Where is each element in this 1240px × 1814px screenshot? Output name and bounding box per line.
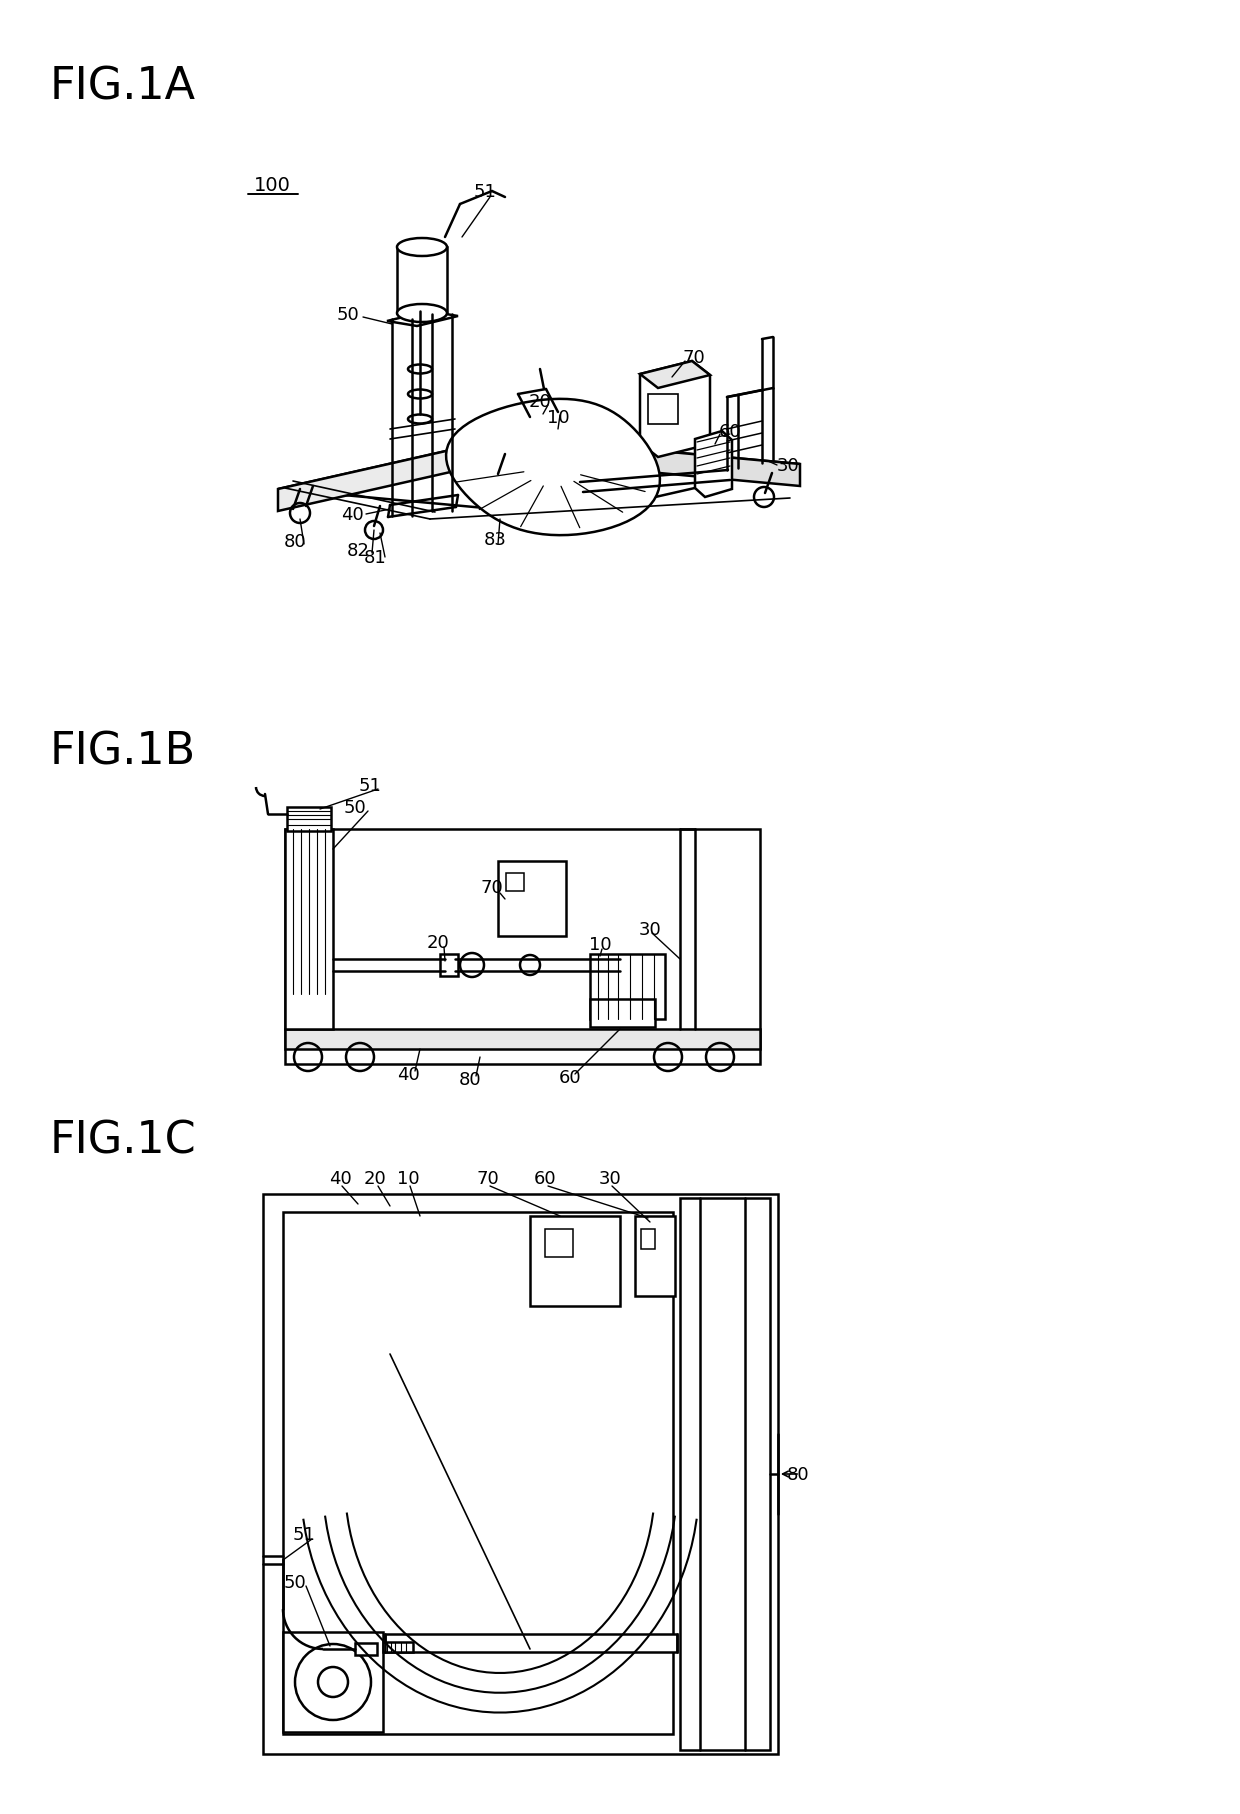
Text: 80: 80 bbox=[787, 1466, 810, 1484]
Polygon shape bbox=[694, 432, 732, 497]
Bar bbox=[355, 1643, 377, 1654]
Bar bbox=[383, 1642, 413, 1653]
Text: 80: 80 bbox=[459, 1070, 481, 1088]
Text: 10: 10 bbox=[397, 1170, 419, 1188]
Text: 51: 51 bbox=[358, 776, 382, 795]
Polygon shape bbox=[446, 399, 660, 535]
Text: FIG.1B: FIG.1B bbox=[50, 729, 196, 773]
Text: 50: 50 bbox=[343, 798, 366, 816]
Text: 60: 60 bbox=[533, 1170, 557, 1188]
Text: 80: 80 bbox=[284, 533, 306, 551]
Text: 82: 82 bbox=[346, 542, 370, 561]
Text: 51: 51 bbox=[293, 1526, 315, 1544]
Polygon shape bbox=[640, 361, 711, 457]
Bar bbox=[285, 829, 760, 1065]
Text: 70: 70 bbox=[481, 878, 503, 896]
Text: 10: 10 bbox=[547, 408, 569, 426]
Text: 40: 40 bbox=[341, 506, 363, 524]
Ellipse shape bbox=[397, 239, 446, 258]
Bar bbox=[384, 1634, 677, 1653]
Text: 30: 30 bbox=[639, 920, 661, 938]
Bar bbox=[641, 1230, 655, 1250]
Text: 60: 60 bbox=[559, 1068, 582, 1087]
Bar bbox=[285, 829, 334, 1029]
Polygon shape bbox=[640, 361, 711, 388]
Bar bbox=[635, 1217, 675, 1297]
Text: 10: 10 bbox=[589, 936, 611, 954]
Text: 40: 40 bbox=[329, 1170, 351, 1188]
Text: FIG.1A: FIG.1A bbox=[50, 65, 196, 109]
Bar bbox=[263, 1194, 777, 1754]
Bar bbox=[649, 395, 678, 424]
Text: 70: 70 bbox=[476, 1170, 500, 1188]
Text: 70: 70 bbox=[683, 348, 706, 366]
Polygon shape bbox=[278, 437, 800, 517]
Text: 83: 83 bbox=[484, 532, 506, 548]
Polygon shape bbox=[387, 312, 458, 327]
Text: 60: 60 bbox=[719, 423, 742, 441]
Text: 50: 50 bbox=[336, 307, 360, 325]
Bar bbox=[286, 807, 331, 831]
Bar bbox=[498, 862, 565, 936]
Polygon shape bbox=[508, 437, 800, 486]
Text: FIG.1C: FIG.1C bbox=[50, 1119, 197, 1163]
Text: 81: 81 bbox=[363, 548, 387, 566]
Text: 20: 20 bbox=[528, 394, 552, 410]
Text: 30: 30 bbox=[599, 1170, 621, 1188]
Bar bbox=[546, 1230, 573, 1257]
Text: 100: 100 bbox=[253, 176, 290, 194]
Bar bbox=[590, 954, 665, 1019]
Ellipse shape bbox=[397, 305, 446, 323]
Bar bbox=[529, 1217, 620, 1306]
Bar bbox=[397, 249, 446, 314]
Text: 40: 40 bbox=[397, 1065, 419, 1083]
Bar bbox=[590, 1000, 655, 1027]
Bar bbox=[285, 1029, 760, 1050]
Text: 30: 30 bbox=[776, 457, 800, 475]
Text: 51: 51 bbox=[474, 183, 496, 201]
Bar bbox=[440, 954, 458, 976]
Bar bbox=[506, 874, 525, 891]
Bar bbox=[283, 1212, 673, 1734]
Text: 20: 20 bbox=[427, 934, 449, 952]
Text: 20: 20 bbox=[363, 1170, 387, 1188]
Bar bbox=[283, 1633, 383, 1732]
Text: 50: 50 bbox=[284, 1573, 306, 1591]
Bar bbox=[680, 1199, 770, 1751]
Polygon shape bbox=[278, 437, 508, 512]
